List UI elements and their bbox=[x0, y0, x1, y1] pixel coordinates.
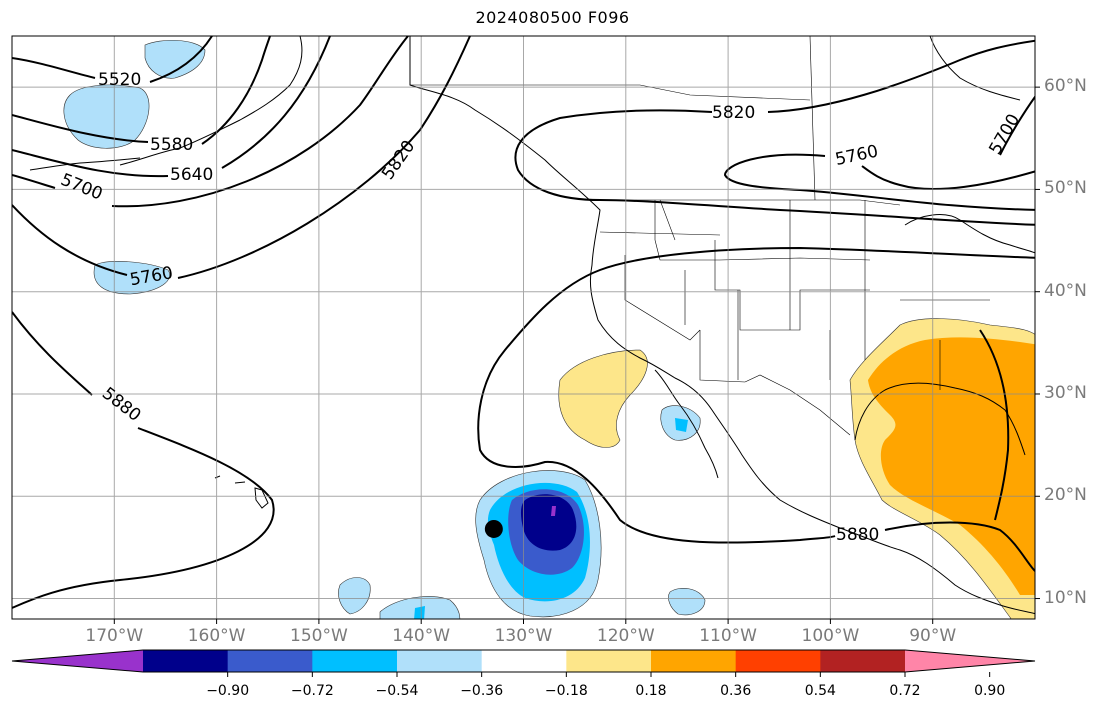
baja-california-coastline bbox=[654, 369, 719, 479]
colorbar-tick-label: 0.90 bbox=[974, 683, 1006, 699]
contour-line bbox=[979, 329, 1010, 521]
negative-anomaly-area bbox=[63, 84, 150, 149]
graticule bbox=[12, 36, 1035, 619]
colorbar-tick-label: 0.54 bbox=[804, 683, 836, 699]
contour-line bbox=[12, 311, 275, 609]
colorbar-tick-label: −0.54 bbox=[375, 683, 419, 699]
negative-anomaly-area bbox=[414, 606, 425, 619]
colorbar-tick-label: −0.72 bbox=[290, 683, 334, 699]
negative-anomaly-area bbox=[551, 506, 556, 516]
contour-line bbox=[12, 36, 331, 178]
map-title: 2024080500 F096 bbox=[475, 8, 630, 27]
negative-anomaly-area bbox=[520, 494, 577, 551]
colorbar-segments bbox=[143, 650, 906, 672]
colorbar-tick-label: −0.90 bbox=[206, 683, 250, 699]
negative-anomaly-area bbox=[144, 39, 206, 79]
contour-label: 5880 bbox=[98, 384, 144, 426]
longitude-label: 150°W bbox=[290, 626, 348, 646]
latitude-label: 60°N bbox=[1044, 76, 1087, 97]
colorbar-segment bbox=[735, 650, 821, 672]
gulf-coast bbox=[854, 382, 1026, 456]
contour-line bbox=[12, 36, 271, 145]
contour-label: 5700 bbox=[985, 111, 1024, 158]
negative-anomaly-area bbox=[93, 261, 170, 295]
contour-label: 5820 bbox=[712, 103, 755, 123]
alaska-coast bbox=[119, 36, 303, 166]
negative-anomaly-area bbox=[675, 418, 688, 432]
anomaly-shading bbox=[63, 39, 1035, 619]
colorbar-tick-label: 0.18 bbox=[635, 683, 667, 699]
longitude-label: 140°W bbox=[392, 626, 451, 646]
height-contours bbox=[12, 36, 1035, 609]
colorbar-segment bbox=[566, 650, 652, 672]
longitude-label: 90°W bbox=[909, 626, 957, 646]
colorbar-tick-label: −0.36 bbox=[460, 683, 504, 699]
colorbar-segment bbox=[820, 650, 906, 672]
hudson-bay-coast bbox=[929, 36, 1021, 101]
colorbar-segment bbox=[227, 650, 313, 672]
longitude-label: 170°W bbox=[85, 626, 144, 646]
positive-anomaly-area bbox=[558, 349, 648, 448]
contour-label: 5640 bbox=[170, 165, 213, 185]
contour-line bbox=[999, 95, 1035, 156]
longitude-label: 130°W bbox=[494, 626, 553, 646]
contour-line bbox=[12, 36, 213, 83]
positive-anomaly-area bbox=[868, 337, 1035, 595]
colorbar-segment bbox=[481, 650, 567, 672]
contour-line bbox=[477, 246, 1035, 573]
contour-label: 5520 bbox=[98, 70, 141, 90]
colorbar-extend-high bbox=[905, 650, 1035, 672]
contour-line bbox=[514, 39, 1035, 226]
longitude-label: 160°W bbox=[187, 626, 246, 646]
contour-line bbox=[861, 165, 1035, 190]
colorbar-segment bbox=[651, 650, 737, 672]
hawaii-islands bbox=[214, 475, 269, 509]
colorbar-tick-label: −0.18 bbox=[544, 683, 588, 699]
contour-line bbox=[12, 36, 471, 279]
colorbar-tick-label: 0.72 bbox=[889, 683, 921, 699]
contour-label: 5700 bbox=[58, 170, 106, 205]
longitude-label: 100°W bbox=[801, 626, 860, 646]
contour-label: 5760 bbox=[833, 141, 879, 170]
colorbar-segment bbox=[397, 650, 483, 672]
contour-label: 5580 bbox=[150, 135, 193, 155]
latitude-label: 30°N bbox=[1044, 382, 1087, 403]
colorbar-tick-label: 0.36 bbox=[720, 683, 752, 699]
colorbar-extend-low bbox=[12, 650, 143, 672]
negative-anomaly-area bbox=[338, 577, 371, 615]
colorbar-outline bbox=[11, 649, 1036, 673]
longitude-label: 110°W bbox=[699, 626, 757, 646]
latitude-label: 20°N bbox=[1044, 485, 1087, 506]
north-america-coastline bbox=[409, 36, 1035, 615]
colorbar bbox=[11, 649, 1036, 677]
contour-line bbox=[723, 153, 1035, 211]
aleutian-islands bbox=[29, 157, 141, 171]
colorbar-segment bbox=[312, 650, 398, 672]
contour-line bbox=[12, 36, 409, 208]
colorbar-segment bbox=[143, 650, 229, 672]
longitude-label: 120°W bbox=[596, 626, 655, 646]
contour-label: 5880 bbox=[836, 525, 879, 545]
contour-label: 5820 bbox=[378, 137, 419, 184]
negative-anomaly-area bbox=[668, 587, 706, 616]
axis-ticks bbox=[113, 86, 1040, 624]
latitude-label: 40°N bbox=[1044, 280, 1087, 301]
latitude-label: 50°N bbox=[1044, 178, 1087, 199]
latitude-label: 10°N bbox=[1044, 587, 1087, 608]
colorbar-ticks bbox=[227, 672, 991, 677]
storm-center-marker bbox=[484, 519, 503, 538]
political-borders bbox=[410, 36, 990, 436]
